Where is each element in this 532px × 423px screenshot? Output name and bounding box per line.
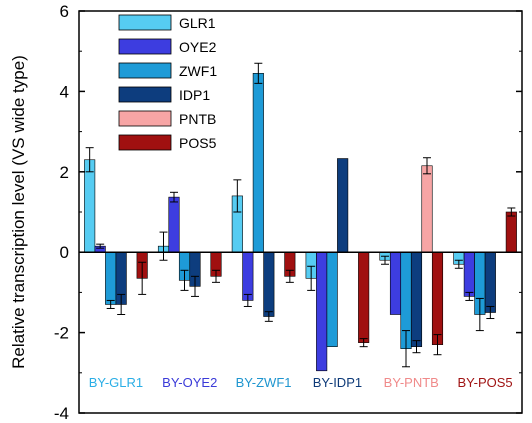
category-label-by-zwf1: BY-ZWF1 xyxy=(236,375,292,390)
legend: GLR1 OYE2 ZWF1 IDP1 PNTB POS5 xyxy=(118,14,217,151)
y-tick-label: 4 xyxy=(60,82,69,101)
bar-oye2-by-zwf1 xyxy=(242,251,254,301)
bar-idp1-by-pos5 xyxy=(484,251,496,313)
bar-zwf1-by-idp1 xyxy=(326,251,338,347)
legend-swatch-idp1 xyxy=(118,86,172,103)
bar-glr1-by-glr1 xyxy=(84,159,96,253)
category-label-by-idp1: BY-IDP1 xyxy=(313,375,362,390)
legend-swatch-zwf1 xyxy=(118,62,172,79)
legend-label-pos5: POS5 xyxy=(179,135,217,151)
bar-pos5-by-pos5 xyxy=(505,211,517,253)
bar-oye2-by-idp1 xyxy=(316,251,328,372)
category-labels: BY-GLR1 BY-OYE2 BY-ZWF1 BY-IDP1 BY-PNTB BY-PO… xyxy=(89,375,513,390)
bar-idp1-by-pntb xyxy=(410,251,423,347)
bar-idp1-by-zwf1 xyxy=(263,251,275,317)
y-tick-label: 0 xyxy=(60,243,69,262)
legend-label-pntb: PNTB xyxy=(179,111,216,127)
bar-zwf1-by-zwf1 xyxy=(252,73,264,253)
legend-label-zwf1: ZWF1 xyxy=(179,63,217,79)
y-axis: -4 -2 0 2 4 6 xyxy=(54,2,522,423)
legend-swatch-pos5 xyxy=(118,134,172,151)
bar-oye2-by-oye2 xyxy=(168,196,180,253)
category-label-by-pos5: BY-POS5 xyxy=(457,375,512,390)
bar-idp1-by-idp1 xyxy=(337,158,349,253)
legend-label-oye2: OYE2 xyxy=(179,39,217,55)
bar-zwf1-by-glr1 xyxy=(105,251,117,305)
category-label-by-glr1: BY-GLR1 xyxy=(89,375,143,390)
y-tick-label: 6 xyxy=(60,2,69,21)
legend-label-glr1: GLR1 xyxy=(179,15,216,31)
category-label-by-oye2: BY-OYE2 xyxy=(162,375,217,390)
legend-swatch-glr1 xyxy=(118,14,172,31)
y-tick-label: 2 xyxy=(60,163,69,182)
legend-swatch-pntb xyxy=(118,110,172,127)
bar-pos5-by-pntb xyxy=(431,251,444,345)
bar-oye2-by-pntb xyxy=(389,251,402,315)
legend-label-idp1: IDP1 xyxy=(179,87,210,103)
category-label-by-pntb: BY-PNTB xyxy=(384,375,439,390)
legend-swatch-oye2 xyxy=(118,38,172,55)
y-tick-label: -2 xyxy=(54,324,69,343)
bar-pos5-by-idp1 xyxy=(358,251,370,343)
y-axis-label: Relative transcription level (VS wide ty… xyxy=(9,55,28,369)
bar-pntb-by-pntb xyxy=(421,165,433,253)
bar-oye2-by-pos5 xyxy=(463,251,475,297)
y-tick-label: -4 xyxy=(54,404,69,423)
error-bars-layer xyxy=(85,62,516,368)
